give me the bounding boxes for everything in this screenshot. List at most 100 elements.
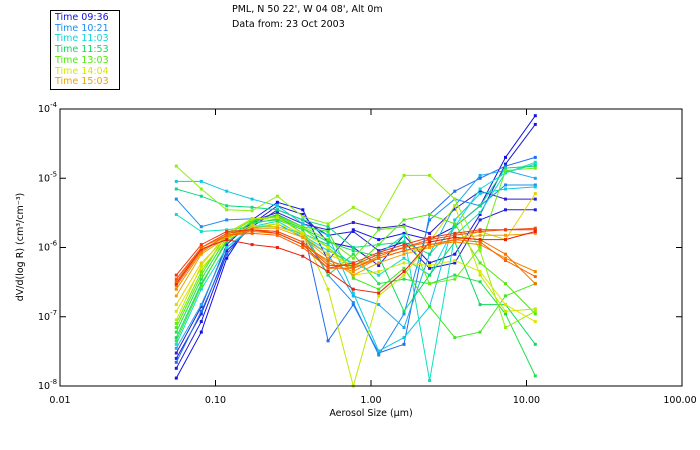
data-point xyxy=(533,155,537,159)
data-point xyxy=(301,208,305,212)
data-point xyxy=(402,243,406,247)
data-point xyxy=(533,185,537,189)
data-point xyxy=(301,222,305,226)
data-point xyxy=(275,230,279,233)
data-point xyxy=(199,273,203,277)
data-point xyxy=(174,330,178,334)
data-point xyxy=(199,179,203,183)
data-point xyxy=(504,312,507,316)
data-point xyxy=(225,218,229,222)
data-point xyxy=(199,309,203,313)
data-point xyxy=(275,231,279,235)
data-point xyxy=(453,231,457,235)
data-point xyxy=(377,273,381,277)
data-point xyxy=(533,342,537,346)
data-point xyxy=(478,211,482,214)
data-point xyxy=(199,282,203,286)
y-tick-label: 10-6 xyxy=(38,240,58,254)
data-point xyxy=(326,287,330,291)
data-point xyxy=(428,379,432,382)
y-tick-label: 10-8 xyxy=(38,378,57,392)
data-point xyxy=(199,330,203,334)
data-point xyxy=(351,252,355,256)
data-point xyxy=(428,173,432,177)
data-point xyxy=(225,252,229,256)
data-point xyxy=(275,216,279,220)
data-point xyxy=(326,339,330,343)
x-tick-label: 10.00 xyxy=(513,395,540,406)
data-point xyxy=(174,197,178,201)
legend-entry: Time 09:36 xyxy=(55,12,109,23)
y-tick-label: 10-7 xyxy=(38,309,57,323)
data-point xyxy=(351,294,355,298)
data-point xyxy=(225,231,229,235)
data-point xyxy=(504,208,507,212)
data-point xyxy=(478,233,482,237)
data-point xyxy=(225,246,229,249)
data-point xyxy=(377,282,381,286)
data-point xyxy=(275,208,279,212)
data-point xyxy=(377,287,381,291)
data-point xyxy=(301,215,305,218)
data-point xyxy=(453,222,457,226)
data-point xyxy=(199,261,203,265)
data-point xyxy=(453,225,457,229)
data-point xyxy=(478,230,482,233)
data-point xyxy=(275,218,279,222)
data-point xyxy=(402,270,406,273)
legend-entry: Time 11:03 xyxy=(55,33,109,45)
data-point xyxy=(174,339,178,343)
data-point xyxy=(174,164,178,168)
data-point xyxy=(533,122,537,126)
data-point xyxy=(351,287,355,291)
data-point xyxy=(377,238,381,242)
data-point xyxy=(402,218,406,222)
data-point xyxy=(453,277,457,281)
data-point xyxy=(533,183,537,187)
data-point xyxy=(402,309,406,313)
data-point xyxy=(478,249,482,253)
data-point xyxy=(326,222,330,226)
y-tick-label-exponent: -4 xyxy=(50,101,58,109)
data-point xyxy=(351,228,355,232)
data-point xyxy=(275,211,279,214)
data-point xyxy=(351,246,355,249)
y-tick-label-base: 10 xyxy=(38,173,50,184)
y-tick-label-base: 10 xyxy=(38,104,50,115)
data-point xyxy=(478,228,482,232)
legend-entry: Time 14:04 xyxy=(55,65,109,77)
data-point xyxy=(301,240,305,244)
data-point xyxy=(225,256,229,260)
y-tick-label-exponent: -6 xyxy=(50,240,58,248)
data-point xyxy=(199,284,203,288)
data-point xyxy=(225,249,229,253)
data-point xyxy=(402,342,406,346)
data-point xyxy=(174,179,178,183)
data-point xyxy=(504,155,507,159)
data-point xyxy=(402,326,406,329)
legend-entry: Time 15:03 xyxy=(55,76,109,88)
plot-frame xyxy=(59,108,683,387)
x-tick-label: 0.10 xyxy=(205,395,226,406)
data-point xyxy=(377,256,381,260)
data-point xyxy=(199,250,203,254)
data-point xyxy=(428,305,432,309)
data-point xyxy=(275,233,279,237)
data-point xyxy=(402,277,406,281)
data-point xyxy=(478,204,482,208)
data-point xyxy=(326,261,330,265)
data-point xyxy=(402,246,406,249)
data-point xyxy=(478,189,482,193)
data-point xyxy=(174,360,178,364)
data-point xyxy=(504,187,507,191)
data-point xyxy=(402,261,406,265)
data-point xyxy=(402,266,406,270)
data-point xyxy=(301,228,305,232)
data-point xyxy=(225,228,229,232)
data-point xyxy=(351,301,355,305)
data-point xyxy=(351,303,355,307)
data-point xyxy=(250,223,254,227)
data-point xyxy=(453,240,457,244)
data-point xyxy=(533,166,537,170)
data-point xyxy=(377,261,381,265)
